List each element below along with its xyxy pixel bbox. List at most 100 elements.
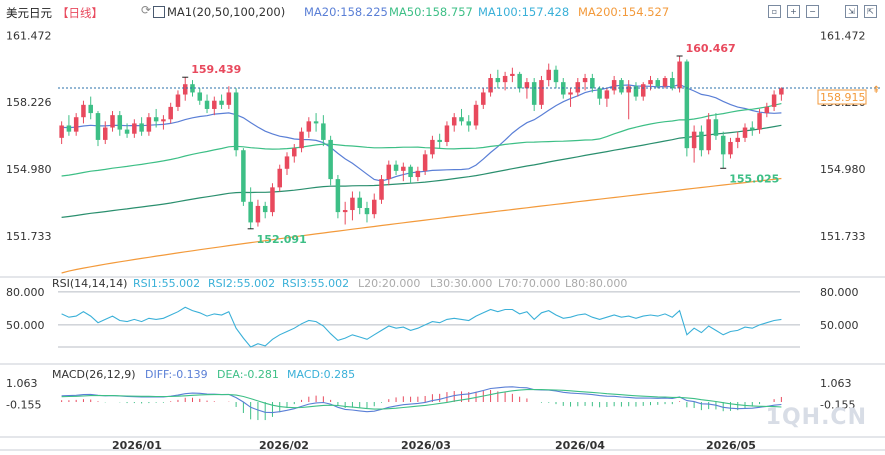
ma20-legend: MA20:158.225	[304, 5, 388, 19]
candle-body	[633, 86, 639, 97]
x-tick-label: 2026/01	[112, 439, 162, 452]
ma200-legend: MA200:154.527	[578, 5, 670, 19]
macd-legend-item: DIFF:-0.139	[145, 368, 208, 381]
candle-body	[706, 119, 711, 151]
ma100-line	[61, 124, 782, 218]
macd-legend-item: DEA:-0.281	[217, 368, 279, 381]
x-tick-label: 2026/03	[401, 439, 451, 452]
candle-body	[510, 73, 515, 76]
period-label[interactable]: 【日线】	[57, 6, 103, 20]
price-tag-arrow-icon: ⇞	[872, 85, 880, 96]
candle-body	[255, 205, 261, 223]
macd-y-tick-right: -0.155	[820, 399, 855, 412]
candle-body	[364, 207, 370, 215]
candle-body	[59, 125, 64, 138]
zoom-out-icon[interactable]: −	[806, 5, 819, 18]
maximize-icon[interactable]: ⇱	[864, 5, 877, 18]
candle-body	[575, 82, 581, 93]
candle-body	[88, 104, 93, 114]
candle-body	[720, 135, 726, 155]
candle-body	[742, 127, 748, 138]
rsi-legend-item: L80:80.000	[565, 277, 627, 290]
candle-body	[146, 117, 152, 132]
candle-body	[590, 78, 595, 89]
rsi-y-tick-left: 50.000	[6, 319, 45, 332]
rsi-y-tick-right: 50.000	[820, 319, 859, 332]
candle-body	[350, 197, 355, 211]
candle-body	[611, 80, 617, 91]
candle-body	[124, 129, 130, 134]
candle-body	[219, 100, 224, 105]
candle-body	[531, 82, 537, 105]
macd-y-tick-right: 1.063	[820, 377, 852, 390]
candle-body	[459, 117, 464, 122]
zoom-in-icon[interactable]: +	[787, 5, 800, 18]
ma20-line	[61, 83, 782, 182]
candle-body	[299, 131, 304, 149]
candle-body	[103, 127, 108, 140]
ma100-legend: MA100:157.428	[478, 5, 570, 19]
candle-body	[735, 137, 740, 142]
candle-body	[524, 82, 530, 89]
rsi-y-tick-left: 80.000	[6, 286, 45, 299]
candle-body	[437, 139, 442, 142]
ma200-line	[61, 177, 782, 274]
candle-body	[270, 187, 275, 213]
candle-body	[415, 170, 421, 178]
candle-body	[292, 148, 297, 157]
candle-body	[466, 121, 472, 126]
rsi-legend-item: RSI1:55.002	[133, 277, 200, 290]
y-tick-label-right: 154.980	[820, 163, 866, 176]
candle-body	[277, 168, 282, 188]
candle-body	[110, 115, 115, 128]
candle-body	[568, 92, 573, 95]
macd-dea-line	[61, 389, 782, 410]
rsi-legend-item: RSI3:55.002	[282, 277, 349, 290]
fit-icon[interactable]: ▫	[768, 5, 781, 18]
candle-body	[408, 166, 413, 178]
candle-body	[81, 104, 86, 118]
candle-body	[597, 88, 602, 99]
candle-body	[226, 92, 232, 105]
macd-legend-item: MACD:0.285	[287, 368, 355, 381]
candle-body	[502, 75, 508, 83]
candle-body	[699, 131, 704, 151]
candle-body	[139, 123, 144, 132]
candle-body	[582, 78, 588, 83]
x-tick-label: 2026/02	[259, 439, 309, 452]
candle-body	[379, 179, 384, 200]
candle-body	[204, 100, 210, 109]
candle-body	[604, 90, 610, 99]
last-price-label: 158.915	[820, 91, 866, 104]
candle-body	[481, 92, 486, 105]
candle-body	[655, 80, 661, 87]
rsi-line	[61, 306, 782, 348]
refresh-icon[interactable]: ⟳	[141, 3, 152, 17]
shrink-icon[interactable]: ⇲	[845, 5, 858, 18]
candle-body	[248, 201, 253, 223]
candle-body	[728, 141, 733, 155]
candle-body	[306, 121, 312, 132]
candle-body	[342, 210, 348, 213]
y-tick-label-right: 151.733	[820, 230, 866, 243]
candle-body	[335, 179, 341, 213]
candle-body	[553, 69, 559, 83]
ma-main-label: MA1(20,50,100,200)	[167, 5, 286, 19]
rsi-legend-item: RSI2:55.002	[208, 277, 275, 290]
candle-body	[495, 78, 501, 83]
candle-body	[262, 205, 268, 213]
candle-body	[175, 94, 181, 107]
rsi-title: RSI(14,14,14)	[52, 277, 127, 290]
y-tick-label-left: 158.226	[6, 96, 52, 109]
macd-title: MACD(26,12,9)	[52, 368, 136, 381]
y-tick-label-left: 151.733	[6, 230, 52, 243]
candle-body	[473, 104, 479, 126]
candle-body	[328, 139, 333, 180]
candle-body	[779, 88, 784, 95]
macd-dif-line	[61, 386, 782, 414]
indicator-panel-icon[interactable]	[153, 6, 165, 18]
candle-body	[371, 199, 377, 215]
rsi-y-tick-right: 80.000	[820, 286, 859, 299]
